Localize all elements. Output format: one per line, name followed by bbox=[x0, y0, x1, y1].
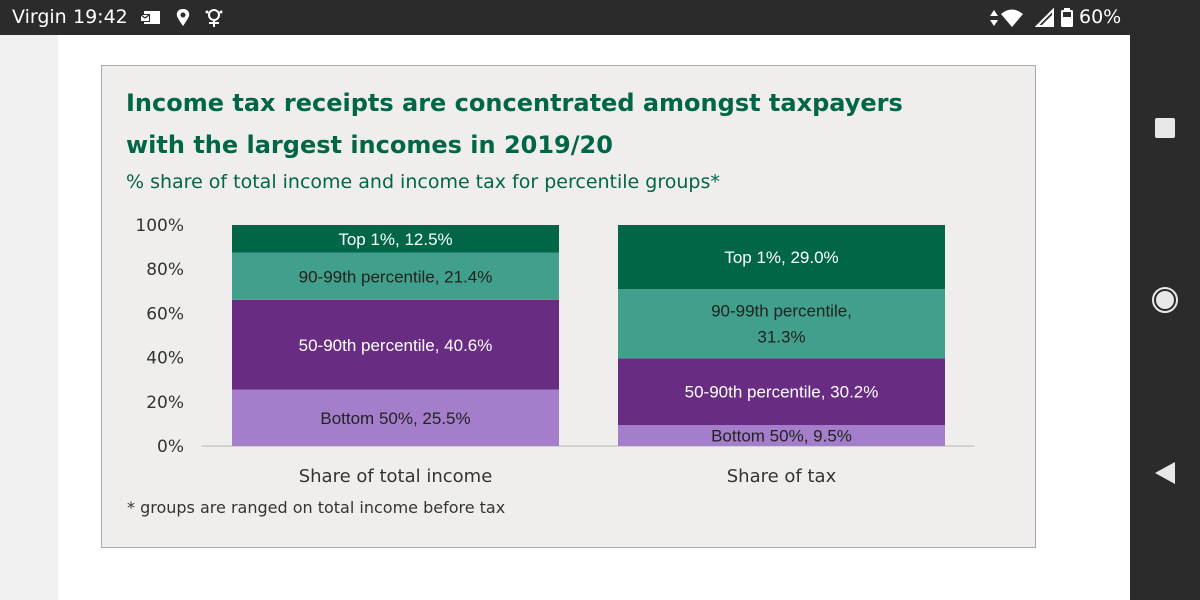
wifi-icon bbox=[1001, 9, 1023, 27]
mail-icon bbox=[140, 11, 160, 24]
category-label: Share of tax bbox=[727, 466, 837, 487]
bar-segment bbox=[232, 225, 559, 253]
chart-footnote: * groups are ranged on total income befo… bbox=[127, 498, 506, 517]
bar-segment bbox=[232, 252, 559, 300]
chart-title-line-2: with the largest incomes in 2019/20 bbox=[126, 131, 613, 159]
carrier-name: Virgin bbox=[12, 6, 67, 28]
data-arrows-icon bbox=[990, 10, 998, 26]
data-label: 90-99th percentile, 21.4% bbox=[299, 267, 493, 286]
battery-icon bbox=[1061, 8, 1073, 27]
bar-segment bbox=[232, 389, 559, 446]
location-icon bbox=[176, 9, 190, 26]
navigation-bar bbox=[1130, 35, 1200, 600]
data-label: Top 1%, 29.0% bbox=[724, 248, 838, 267]
back-icon[interactable] bbox=[1150, 458, 1180, 488]
y-tick-label: 100% bbox=[135, 216, 184, 236]
y-tick-label: 0% bbox=[157, 437, 184, 457]
data-label: 50-90th percentile, 30.2% bbox=[685, 383, 879, 402]
y-tick-label: 20% bbox=[146, 393, 184, 413]
battery-percent: 60% bbox=[1079, 6, 1122, 28]
bar-segment bbox=[618, 225, 945, 290]
signal-icon bbox=[1035, 8, 1054, 27]
home-icon[interactable] bbox=[1150, 285, 1180, 315]
chart-title-line-1: Income tax receipts are concentrated amo… bbox=[126, 89, 903, 117]
stacked-bar-chart: 0% 20% 40% 60% 80% 100% Bottom 50%, 25.5% 50-90… bbox=[135, 216, 974, 487]
y-tick-label: 40% bbox=[146, 349, 184, 369]
bar-segment bbox=[618, 289, 945, 359]
y-tick-label: 60% bbox=[146, 304, 184, 324]
chart-subtitle: % share of total income and income tax f… bbox=[126, 171, 720, 193]
data-label: 90-99th percentile, bbox=[711, 302, 852, 321]
data-label: Bottom 50%, 25.5% bbox=[320, 409, 470, 428]
status-bar: Virgin 19:42 60% bbox=[0, 0, 1200, 35]
data-label: Bottom 50%, 9.5% bbox=[711, 427, 852, 446]
recent-apps-icon[interactable] bbox=[1150, 113, 1180, 143]
bar-segment bbox=[618, 425, 945, 446]
y-tick-label: 80% bbox=[146, 260, 184, 280]
app-icon bbox=[205, 9, 223, 27]
data-label: 31.3% bbox=[757, 328, 805, 347]
category-label: Share of total income bbox=[299, 466, 493, 487]
bar-segment bbox=[618, 358, 945, 426]
clock-time: 19:42 bbox=[73, 6, 128, 28]
data-label: Top 1%, 12.5% bbox=[338, 230, 452, 249]
data-label: 50-90th percentile, 40.6% bbox=[299, 336, 493, 355]
bar-segment bbox=[232, 299, 559, 390]
chart-figure: Income tax receipts are concentrated amo… bbox=[101, 65, 1036, 548]
